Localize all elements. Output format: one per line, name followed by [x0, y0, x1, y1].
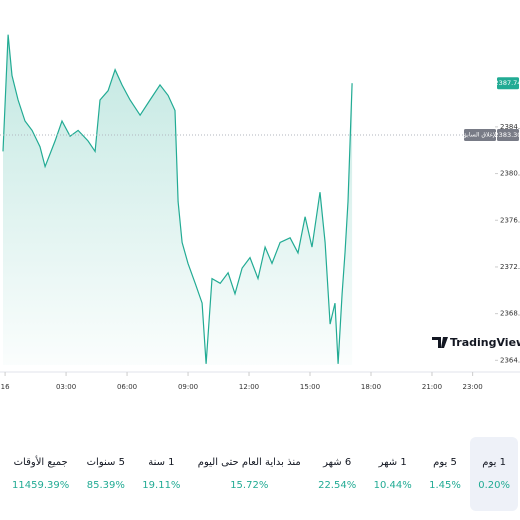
y-tick-label: 2376.00	[500, 216, 520, 224]
period-tab[interactable]: 1 سنة 19.11%	[134, 437, 188, 511]
x-tick-label: 03:00	[56, 383, 76, 391]
chart: TradingView 2364.00 2368.00 2372.00 2376.00…	[0, 34, 520, 391]
period-change: 19.11%	[142, 480, 181, 491]
period-change: 15.72%	[230, 480, 269, 491]
previous-close-box	[497, 129, 519, 142]
previous-close-tag	[464, 129, 496, 142]
watermark: TradingView	[432, 336, 520, 349]
period-name: 1 يوم	[482, 457, 506, 468]
x-tick-label: 09:00	[178, 383, 198, 391]
period-tab[interactable]: 6 شهر 22.54%	[310, 437, 364, 511]
y-tick-label: 2380.00	[500, 170, 520, 178]
period-tab[interactable]: جميع الأوقات 11459.39%	[4, 437, 77, 511]
y-tick-label: 2364.00	[500, 356, 520, 364]
period-change: 1.45%	[429, 480, 461, 491]
period-tab[interactable]: 5 يوم 1.45%	[421, 437, 469, 511]
y-tick-label: 2384.00	[500, 123, 520, 131]
watermark-text: TradingView	[450, 336, 520, 349]
period-name: 5 سنوات	[86, 457, 125, 468]
x-tick-label: 12:00	[239, 383, 259, 391]
x-tick-label: 21:00	[422, 383, 442, 391]
price-line	[2, 34, 353, 364]
logo	[432, 337, 448, 348]
x-tick-label: 18:00	[361, 383, 381, 391]
period-name: 5 يوم	[433, 457, 457, 468]
y-tick-label: 2368.00	[500, 310, 520, 318]
period-name: 6 شهر	[323, 457, 352, 468]
x-tick-label: 15:00	[300, 383, 320, 391]
period-change: 11459.39%	[12, 480, 70, 491]
x-tick-label: 06:00	[117, 383, 137, 391]
last-price-box	[497, 77, 519, 90]
period-tab[interactable]: 1 يوم 0.20%	[470, 437, 518, 511]
period-change: 10.44%	[373, 480, 412, 491]
x-tick-label: 16	[1, 383, 10, 391]
x-tick-label: 23:00	[463, 383, 483, 391]
period-tab[interactable]: 1 شهر 10.44%	[366, 437, 420, 511]
period-tab[interactable]: منذ بداية العام حتى اليوم 15.72%	[190, 437, 309, 511]
last-price-label: 2387.74	[495, 79, 520, 87]
period-name: منذ بداية العام حتى اليوم	[197, 457, 301, 468]
period-change: 0.20%	[478, 480, 510, 491]
previous-close-value: 2383.30	[495, 131, 520, 139]
period-change: 85.39%	[86, 480, 125, 491]
period-tab[interactable]: 5 سنوات 85.39%	[79, 437, 133, 511]
period-name: جميع الأوقات	[13, 457, 68, 468]
period-name: 1 شهر	[378, 457, 407, 468]
period-change: 22.54%	[318, 480, 357, 491]
period-name: 1 سنة	[148, 457, 175, 468]
y-tick-label: 2372.00	[500, 263, 520, 271]
previous-close-label: الإغلاق السابق	[462, 132, 498, 139]
period-tabs: 1 يوم 0.20% 5 يوم 1.45% 1 شهر 10.44% 6 شهر 22.5…	[4, 437, 518, 511]
